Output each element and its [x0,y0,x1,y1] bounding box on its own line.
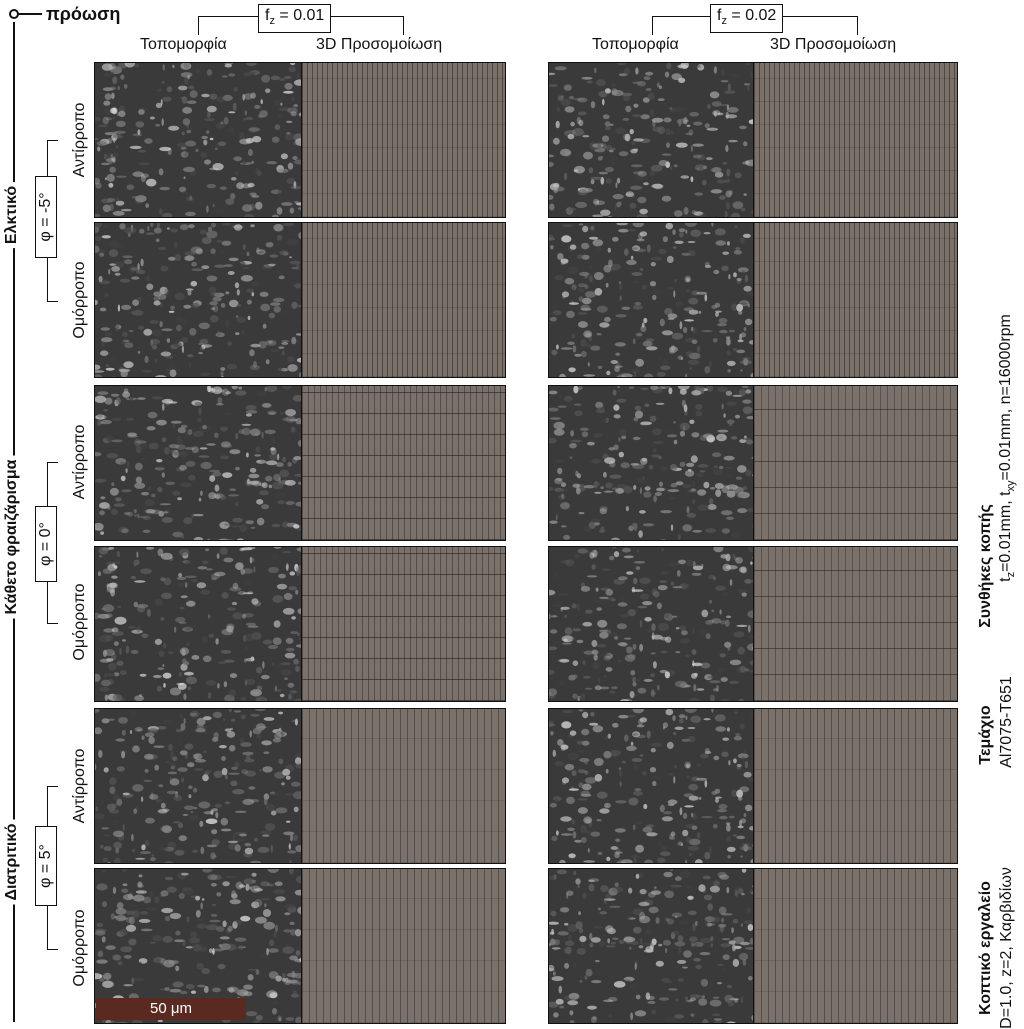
feed-label: πρόωση [46,4,120,25]
conditions-text: tz=0.01mm, txy=0.01mm, n=16000rpm [997,314,1017,582]
simulation-image [301,222,506,378]
simulation-image [753,546,958,702]
topography-image [548,62,754,218]
row-label-g3-counter: Αντίρροπο [71,749,89,824]
row-label-g3-climb: Ομόρροπο [71,909,89,986]
simulation-image [753,868,958,1024]
simulation-image [301,385,506,541]
row-label-g2-counter: Αντίρροπο [71,425,89,500]
topography-image [548,708,754,864]
right-caption: Κοπτικό εργαλείο D=1.0, z=2, Καρβιδίων Τ… [976,0,1024,1026]
topography-image [548,385,754,541]
simulation-image [753,385,958,541]
col-sim-label-right: 3D Προσομοίωση [770,36,896,54]
group-label-perpendicular: Κάθετο φραιζάρισμα [3,455,21,618]
row-label-g1-counter: Αντίρροπο [71,103,89,178]
phi-box-3: φ = 5° [35,826,57,906]
phi-box-2: φ = 0° [35,506,57,582]
group-label-through: Διατριτικό [3,819,21,904]
group-label-traction: Ελκτικό [3,182,21,248]
topography-image [94,222,302,378]
simulation-image [301,62,506,218]
topography-image [548,868,754,1024]
topography-image [548,546,754,702]
simulation-image [301,546,506,702]
row-label-g1-climb: Ομόρροπο [71,261,89,338]
phi-box-1: φ = -5° [35,176,57,258]
part-title: Τεμάχιο [977,705,995,764]
col-topo-label-right: Τοπομορφία [592,36,679,54]
scale-bar: 50 μm [96,998,246,1020]
conditions-title: Συνθήκες κοπής [977,504,995,628]
feed-indicator: πρόωση [6,4,96,24]
topography-image [94,546,302,702]
fz-box-left: fz = 0.01 [258,4,331,33]
part-text: Al7075-T651 [998,676,1016,768]
simulation-image [753,62,958,218]
simulation-image [753,222,958,378]
feed-arrow-icon [6,4,46,24]
simulation-image [301,868,506,1024]
topography-image [548,222,754,378]
topography-image [94,62,302,218]
col-sim-label-left: 3D Προσομοίωση [316,36,442,54]
topography-image [94,708,302,864]
fz-box-right: fz = 0.02 [710,4,783,33]
row-label-g2-climb: Ομόρροπο [71,583,89,660]
tool-title: Κοπτικό εργαλείο [977,881,995,1015]
simulation-image [753,708,958,864]
simulation-image [301,708,506,864]
tool-text: D=1.0, z=2, Καρβιδίων [998,867,1016,1029]
col-topo-label-left: Τοπομορφία [140,36,227,54]
topography-image [94,385,302,541]
